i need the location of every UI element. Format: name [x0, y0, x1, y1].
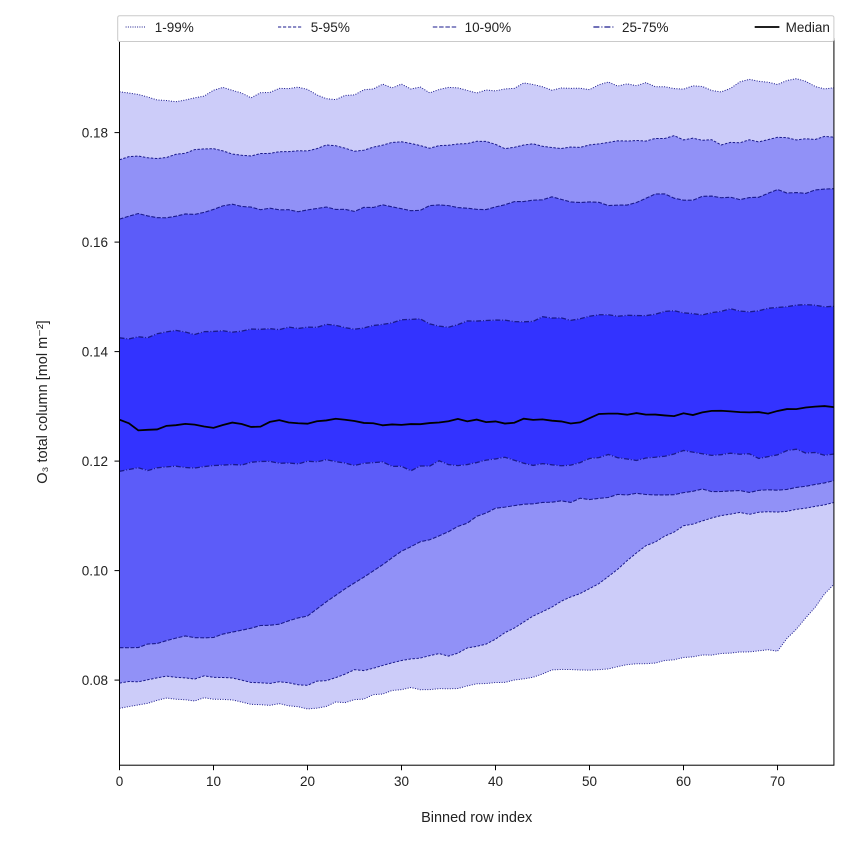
svg-text:20: 20	[300, 774, 315, 789]
svg-text:50: 50	[582, 774, 597, 789]
svg-text:10: 10	[206, 774, 221, 789]
svg-text:Median: Median	[786, 20, 830, 35]
svg-text:0.08: 0.08	[82, 673, 108, 688]
svg-text:0.14: 0.14	[82, 345, 109, 360]
svg-text:0.18: 0.18	[82, 126, 108, 141]
svg-text:60: 60	[676, 774, 691, 789]
svg-text:10-90%: 10-90%	[465, 20, 512, 35]
svg-text:30: 30	[394, 774, 409, 789]
svg-text:40: 40	[488, 774, 503, 789]
svg-text:25-75%: 25-75%	[622, 20, 669, 35]
svg-text:5-95%: 5-95%	[311, 20, 350, 35]
svg-text:0: 0	[116, 774, 124, 789]
svg-text:O₃ total column [mol m⁻²]: O₃ total column [mol m⁻²]	[35, 320, 51, 483]
svg-text:70: 70	[770, 774, 785, 789]
svg-text:Binned row index: Binned row index	[421, 810, 533, 826]
svg-text:1-99%: 1-99%	[155, 20, 194, 35]
svg-text:0.10: 0.10	[82, 564, 108, 579]
svg-text:0.12: 0.12	[82, 454, 108, 469]
svg-text:0.16: 0.16	[82, 235, 108, 250]
